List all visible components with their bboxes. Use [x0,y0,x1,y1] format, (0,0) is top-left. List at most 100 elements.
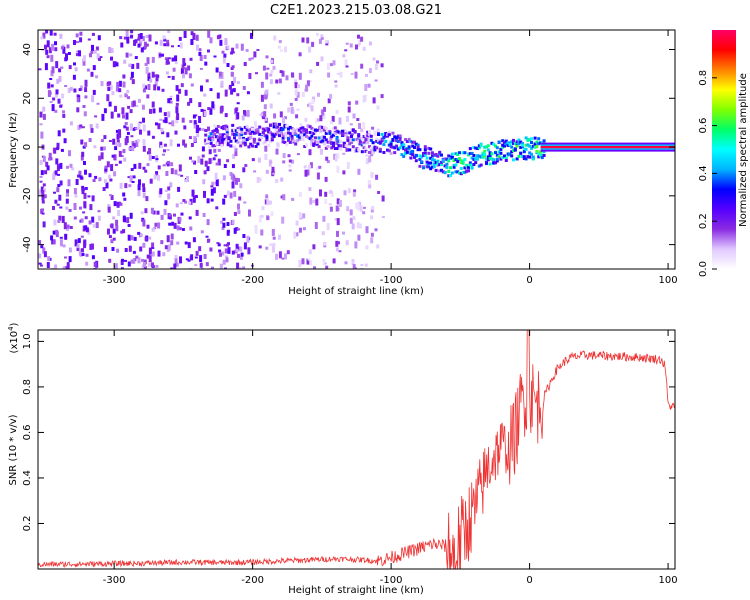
spectrogram-ridge-cell [357,148,361,152]
spectrogram-cell [180,83,184,88]
spectrogram-cell [60,46,64,50]
spectrogram-ridge-cell [229,139,233,143]
spectrogram-cell [171,221,175,226]
spectrogram-cell [170,233,174,240]
spectrogram-x-ticks: -300 -200 -100 0 100 [103,30,678,286]
spectrogram-cell [69,226,73,229]
spectrogram-ridge-cell [310,139,314,143]
spectrogram-ridge-cell [315,142,319,146]
spectrogram-cell [40,131,44,139]
spectrogram-ridge-cell [265,136,269,140]
spectrogram-ridge-cell [510,154,514,158]
spectrogram-cell [337,241,340,245]
spectrogram-cell [266,216,270,221]
spectrogram-cell [278,234,281,240]
spectrogram-ridge-cell [535,150,539,153]
x-tick-label: 100 [659,275,678,286]
spectrogram-cell [347,188,351,194]
spectrogram-cell [182,58,186,65]
spectrogram-cell [189,120,193,123]
spectrogram-cell [42,106,46,112]
spectrogram-cell [354,71,358,79]
spectrogram-ridge-cell [524,147,528,151]
spectrogram-cell [65,53,68,61]
snr-panel: -300 -200 -100 0 100 0.20.40.60.81.0 Height … [7,322,678,596]
spectrogram-ridge-cell [423,148,427,152]
spectrogram-ridge-cell [263,134,267,138]
spectrogram-cell [345,65,349,68]
spectrogram-ridge-cell [441,170,445,174]
spectrogram-ridge-cell [227,139,231,143]
spectrogram-cell [237,203,240,210]
spectrogram-ridge-cell [431,158,434,161]
spectrogram-ridge-cell [278,122,281,126]
spectrogram-cell [64,256,67,259]
spectrogram-ridge-cell [506,152,510,156]
spectrogram-cell [190,83,194,87]
y-tick-label: 20 [22,92,33,105]
spectrogram-ridge-cell [301,126,305,130]
spectrogram-cell [39,264,43,267]
spectrogram-ridge-cell [508,152,512,156]
spectrogram-ridge-cell [355,147,359,151]
spectrogram-cell [56,203,60,206]
spectrogram-cell [183,62,187,66]
spectrogram-cell [157,174,160,181]
spectrogram-ridge-cell [357,139,361,143]
spectrogram-ridge-cell [288,125,292,129]
spectrogram-cell [166,132,170,138]
spectrogram-cell [55,89,59,95]
spectrogram-ridge-cell [207,137,211,141]
spectrogram-ridge-cell [461,159,465,163]
spectrogram-cell [342,231,345,235]
spectrogram-ridge-cell [400,141,404,145]
spectrogram-ridge-cell [519,140,523,144]
spectrogram-cell [376,60,379,64]
spectrogram-ridge-cell [236,140,240,144]
spectrogram-cell [192,32,196,40]
spectrogram-cell [319,115,323,122]
spectrogram-ridge-cell [504,139,508,143]
spectrogram-cell [76,247,80,251]
spectrogram-cell [103,246,107,252]
spectrogram-ridge-cell [305,128,308,132]
spectrogram-cell [41,200,45,204]
spectrogram-cell [118,132,122,138]
spectrogram-ridge-cell [265,138,269,142]
spectrogram-ridge-cell [485,161,488,165]
spectrogram-cell [233,212,237,216]
spectrogram-cell [159,53,162,57]
spectrogram-ridge-cell [319,125,323,129]
spectrogram-ridge-cell [429,147,433,151]
spectrogram-cell [376,244,380,249]
spectrogram-cell [360,63,364,69]
spectrogram-cell [106,94,110,102]
spectrogram-ridge-cell [254,131,258,135]
spectrogram-ridge-cell [413,140,416,144]
spectrogram-cell [63,138,67,144]
snr-y-ticks: 0.20.40.60.81.0 [22,333,675,531]
spectrogram-cell [281,70,285,77]
spectrogram-cell [49,101,53,103]
spectrogram-cell [215,179,219,187]
spectrogram-ridge-cell [494,144,497,148]
spectrogram-ridge-cell [299,133,303,137]
spectrogram-ridge-cell [310,134,314,138]
spectrogram-cell [142,83,146,88]
spectrogram-cell [104,179,107,184]
spectrogram-ridge-cell [294,129,298,133]
spectrogram-ridge-cell [225,134,229,138]
spectrogram-cell [51,267,55,269]
spectrogram-cell [111,247,115,251]
spectrogram-ridge-cell [409,139,413,143]
spectrogram-cell [246,91,250,95]
spectrogram-cell [84,87,88,93]
spectrogram-ridge-cell [261,127,265,131]
spectrogram-ridge-cell [497,140,501,144]
spectrogram-cell [155,158,159,161]
spectrogram-ridge-cell [267,143,271,147]
spectrogram-cell [271,245,275,253]
spectrogram-cell [203,170,207,175]
spectrogram-ridge-cell [348,148,352,152]
